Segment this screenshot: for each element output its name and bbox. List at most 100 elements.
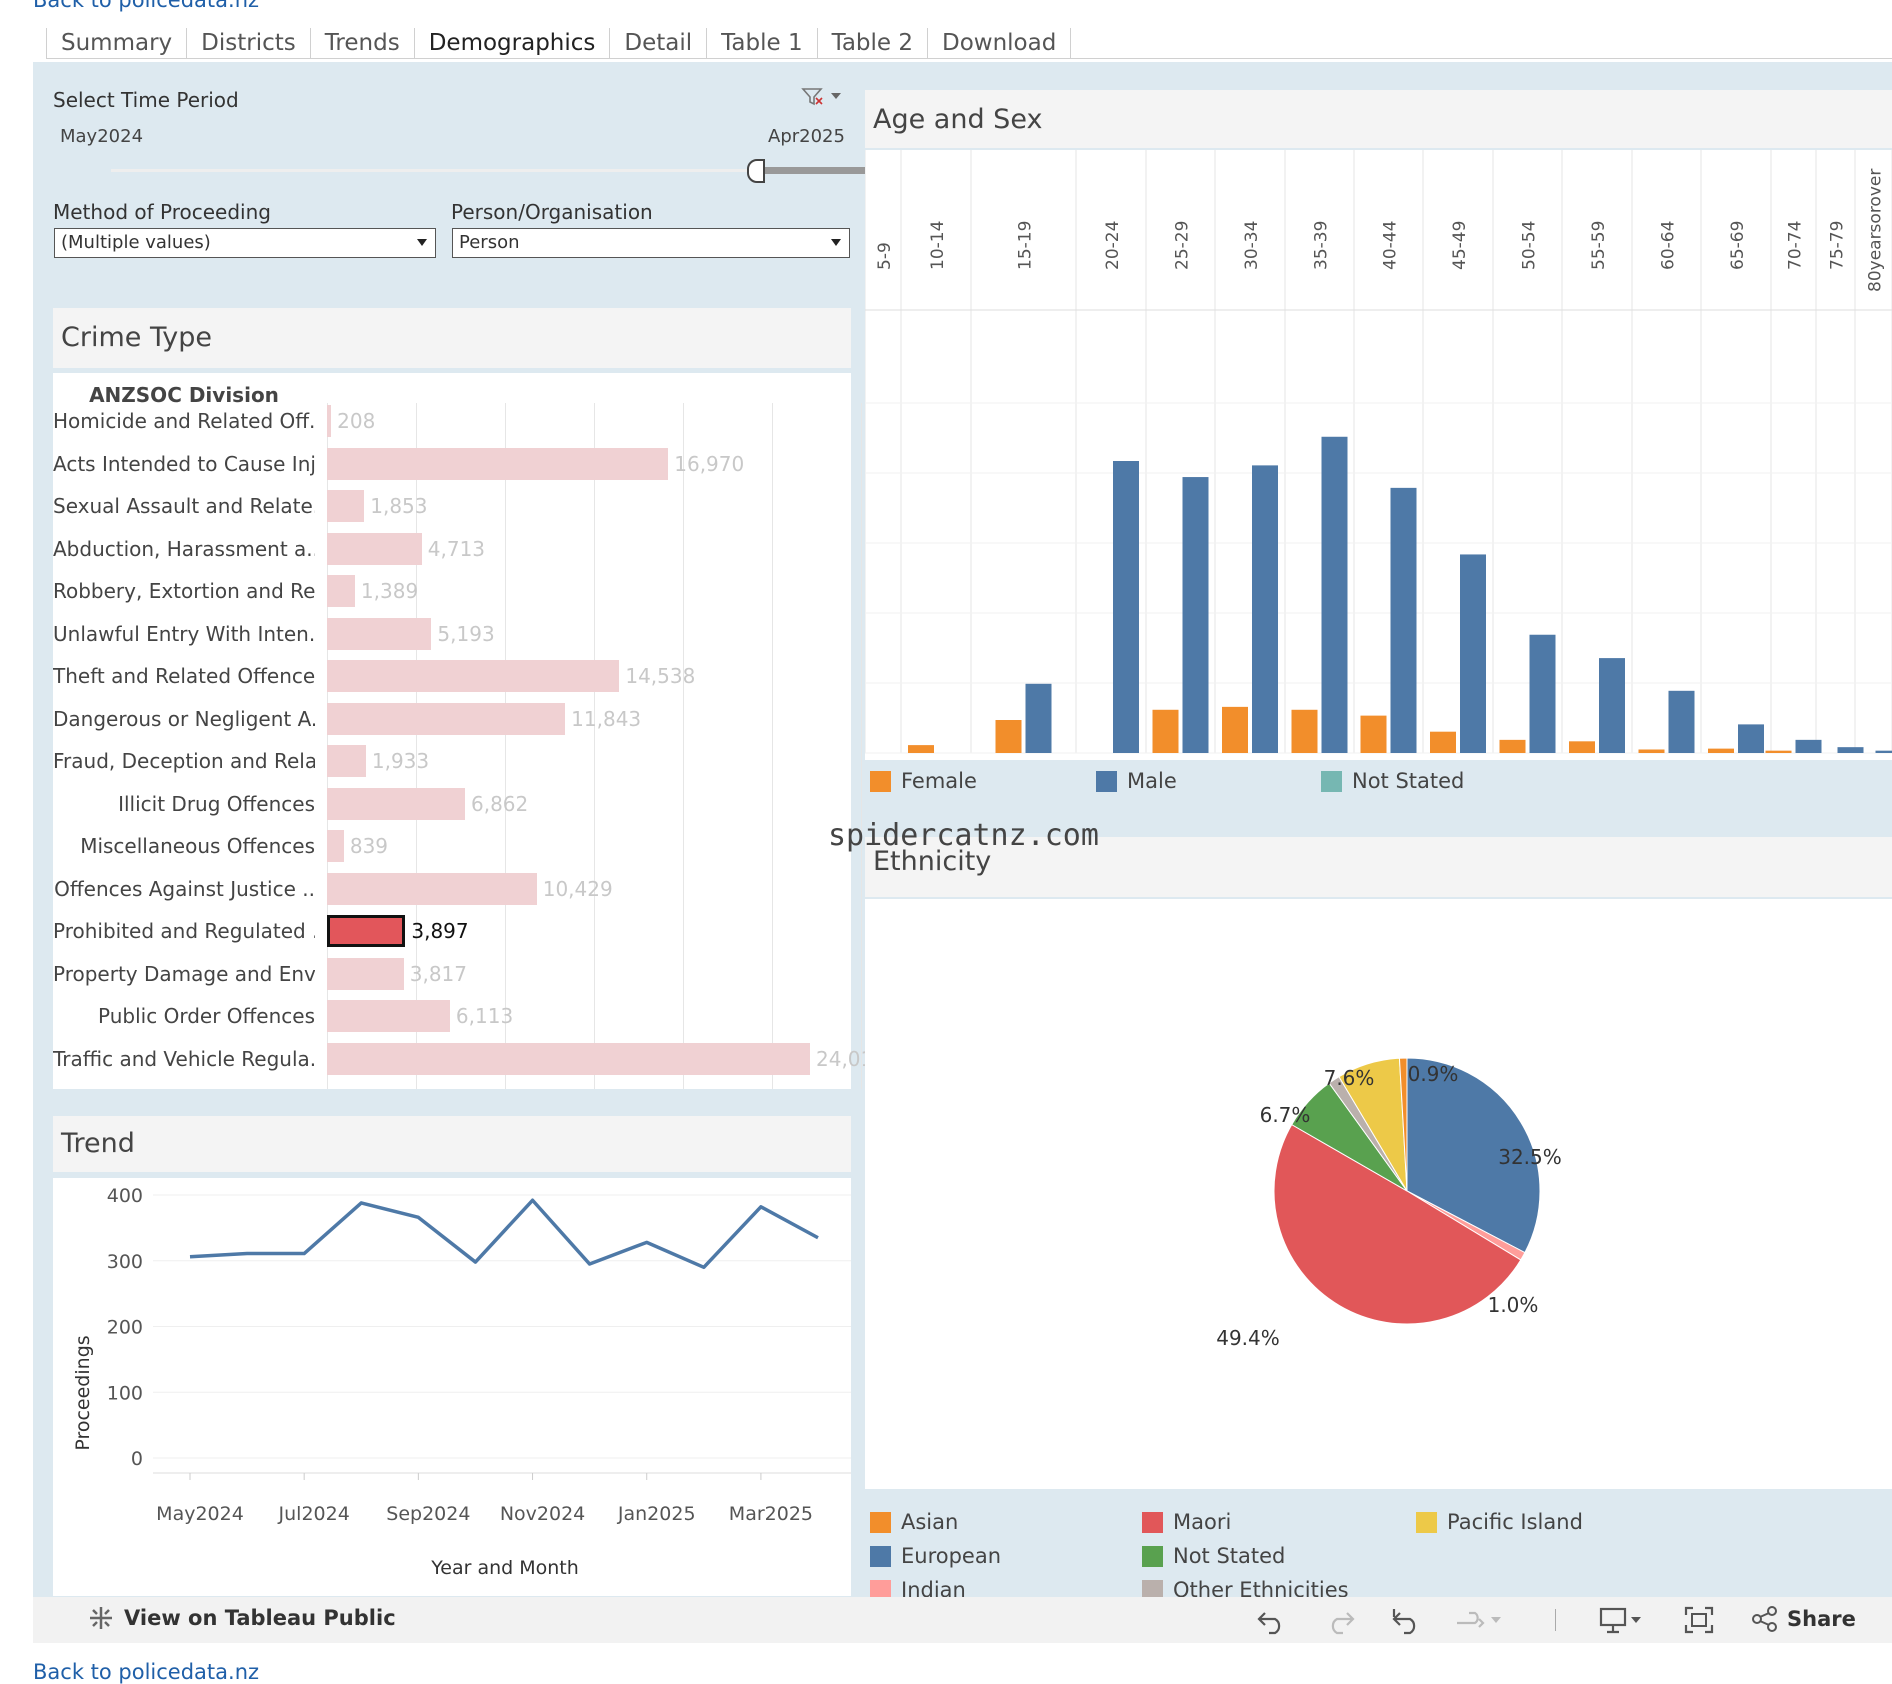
present-icon[interactable] <box>1598 1605 1644 1635</box>
view-on-tableau-button[interactable]: View on Tableau Public <box>88 1605 396 1631</box>
legend-swatch[interactable] <box>870 1546 891 1567</box>
crime-bar[interactable] <box>327 575 355 607</box>
crime-grid-line <box>505 403 506 1089</box>
crime-bar[interactable] <box>327 405 331 437</box>
age-group-label: 30-34 <box>1242 221 1262 270</box>
share-button[interactable]: Share <box>1751 1605 1856 1633</box>
crime-type-header: ANZSOC Division <box>53 383 315 407</box>
crime-bar[interactable] <box>327 915 405 947</box>
redo-icon[interactable] <box>1323 1605 1357 1635</box>
crime-grid-line <box>683 403 684 1089</box>
age-female-bar <box>1292 710 1318 753</box>
crime-grid-line <box>861 403 862 1089</box>
fullscreen-icon[interactable] <box>1683 1605 1715 1635</box>
crime-bar[interactable] <box>327 830 344 862</box>
legend-label[interactable]: European <box>901 1544 1001 1568</box>
age-male-bar <box>1669 691 1695 753</box>
crime-bar[interactable] <box>327 448 668 480</box>
crime-bar[interactable] <box>327 788 465 820</box>
crime-category-label[interactable]: Abduction, Harassment a.. <box>53 537 315 561</box>
crime-category-label[interactable]: Property Damage and Env.. <box>53 962 315 986</box>
crime-category-label[interactable]: Offences Against Justice .. <box>53 877 315 901</box>
crime-value-label: 3,897 <box>411 919 468 943</box>
legend-swatch[interactable] <box>870 1512 891 1533</box>
crime-bar[interactable] <box>327 490 364 522</box>
legend-swatch[interactable] <box>1142 1546 1163 1567</box>
pie-slice-label: 49.4% <box>1216 1326 1280 1350</box>
person-select[interactable]: Person <box>452 228 850 258</box>
crime-bar[interactable] <box>327 618 431 650</box>
pie-slice-label: 6.7% <box>1260 1103 1311 1127</box>
crime-bar[interactable] <box>327 1000 450 1032</box>
method-label: Method of Proceeding <box>53 200 271 224</box>
crime-category-label[interactable]: Fraud, Deception and Rela.. <box>53 749 315 773</box>
chevron-down-icon <box>417 239 427 246</box>
crime-bar[interactable] <box>327 533 422 565</box>
crime-bar[interactable] <box>327 958 404 990</box>
legend-label[interactable]: Maori <box>1173 1510 1231 1534</box>
legend-label[interactable]: Not Stated <box>1352 769 1464 793</box>
crime-category-label[interactable]: Traffic and Vehicle Regula.. <box>53 1047 315 1071</box>
revert-icon[interactable] <box>1390 1605 1424 1635</box>
tab-table-1[interactable]: Table 1 <box>707 28 817 58</box>
crime-category-label[interactable]: Homicide and Related Off.. <box>53 409 315 433</box>
age-female-bar <box>1766 751 1792 753</box>
crime-bar[interactable] <box>327 660 619 692</box>
trend-y-tick: 0 <box>131 1448 143 1470</box>
legend-swatch[interactable] <box>1321 771 1342 792</box>
refresh-icon[interactable] <box>1453 1605 1503 1635</box>
crime-category-label[interactable]: Dangerous or Negligent A.. <box>53 707 315 731</box>
crime-category-label[interactable]: Miscellaneous Offences <box>53 834 315 858</box>
crime-category-label[interactable]: Acts Intended to Cause Inj.. <box>53 452 315 476</box>
crime-value-label: 6,862 <box>471 792 528 816</box>
tab-summary[interactable]: Summary <box>46 28 187 58</box>
tab-districts[interactable]: Districts <box>187 28 311 58</box>
undo-icon[interactable] <box>1255 1605 1289 1635</box>
tab-trends[interactable]: Trends <box>311 28 415 58</box>
crime-bar[interactable] <box>327 703 565 735</box>
back-link-top[interactable]: Back to policedata.nz <box>33 0 259 12</box>
crime-category-label[interactable]: Illicit Drug Offences <box>53 792 315 816</box>
tab-demographics[interactable]: Demographics <box>415 28 611 58</box>
crime-category-label[interactable]: Sexual Assault and Relate.. <box>53 494 315 518</box>
crime-bar[interactable] <box>327 1043 810 1075</box>
crime-category-label[interactable]: Public Order Offences <box>53 1004 315 1028</box>
time-slider-start-handle[interactable] <box>747 159 765 183</box>
legend-label[interactable]: Asian <box>901 1510 958 1534</box>
legend-label[interactable]: Female <box>901 769 977 793</box>
crime-bar[interactable] <box>327 873 537 905</box>
tableau-logo-icon <box>88 1605 114 1631</box>
crime-bar[interactable] <box>327 745 366 777</box>
age-female-bar <box>1222 707 1248 753</box>
clear-filter-icon[interactable] <box>801 86 845 112</box>
crime-type-title: Crime Type <box>53 308 851 368</box>
legend-label[interactable]: Not Stated <box>1173 1544 1285 1568</box>
crime-category-label[interactable]: Theft and Related Offences <box>53 664 315 688</box>
tab-download[interactable]: Download <box>928 28 1071 58</box>
legend-label[interactable]: Pacific Island <box>1447 1510 1583 1534</box>
crime-category-label[interactable]: Unlawful Entry With Inten.. <box>53 622 315 646</box>
tab-table-2[interactable]: Table 2 <box>818 28 928 58</box>
person-select-value: Person <box>459 232 520 253</box>
pie-slice-label: 0.9% <box>1408 1062 1459 1086</box>
legend-swatch[interactable] <box>1416 1512 1437 1533</box>
crime-category-label[interactable]: Prohibited and Regulated .. <box>53 919 315 943</box>
tab-detail[interactable]: Detail <box>610 28 707 58</box>
legend-label[interactable]: Male <box>1127 769 1177 793</box>
trend-x-tick: Nov2024 <box>500 1503 585 1525</box>
legend-swatch[interactable] <box>870 771 891 792</box>
ethnicity-panel: 32.5%1.0%49.4%6.7%7.6%0.9% <box>865 899 1892 1489</box>
age-male-bar <box>1391 488 1417 753</box>
crime-category-label[interactable]: Robbery, Extortion and Re.. <box>53 579 315 603</box>
method-select[interactable]: (Multiple values) <box>54 228 436 258</box>
legend-swatch[interactable] <box>1142 1512 1163 1533</box>
back-link-bottom[interactable]: Back to policedata.nz <box>33 1660 259 1684</box>
legend-swatch[interactable] <box>1096 771 1117 792</box>
pie-slice-label: 1.0% <box>1488 1293 1539 1317</box>
tableau-toolbar: View on Tableau Public Share <box>33 1597 1892 1643</box>
crime-value-label: 14,538 <box>625 664 695 688</box>
